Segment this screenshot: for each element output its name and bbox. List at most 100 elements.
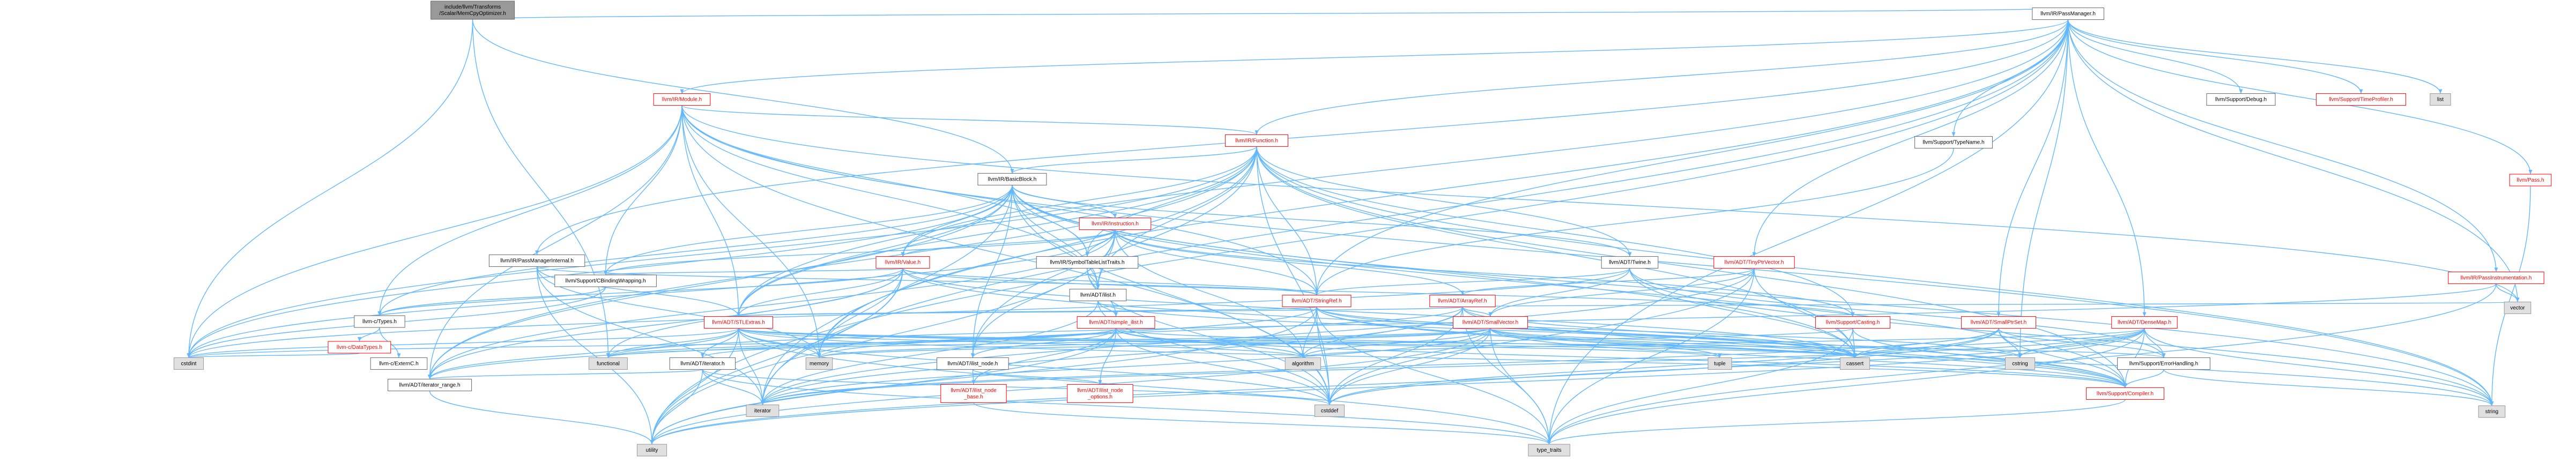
node-llvm-adt-twine-h[interactable]: llvm/ADT/Twine.h [1601, 256, 1659, 269]
edge-stringref-to-cstring [1316, 307, 2021, 358]
node-iterator: iterator [746, 404, 780, 417]
node-llvm-adt-iterator-h[interactable]: llvm/ADT/iterator.h [669, 357, 736, 370]
edge-function-to-cassert [1256, 146, 1855, 358]
node-llvm-ir-value-h[interactable]: llvm/IR/Value.h [875, 256, 930, 269]
node-llvm-adt-tinyptrvector-h[interactable]: llvm/ADT/TinyPtrVector.h [1713, 256, 1795, 269]
node-llvm-ir-passmanager-h[interactable]: llvm/IR/PassManager.h [2032, 8, 2104, 20]
edge-basicblock-to-cstddef [1012, 185, 1330, 405]
node-box [2086, 387, 2164, 400]
node-llvm-adt-ilist-h[interactable]: llvm/ADT/ilist.h [1069, 288, 1127, 301]
node-cstdint: cstdint [173, 357, 204, 370]
edge-instruction-to-ilistnode [972, 229, 1116, 358]
edge-function-to-cstdint [188, 146, 1257, 358]
node-label: iterator [754, 408, 771, 414]
node-box [1429, 295, 1496, 308]
node-box [805, 357, 833, 370]
node-llvm-adt-arrayref-h[interactable]: llvm/ADT/ArrayRef.h [1429, 295, 1496, 308]
node-box [2478, 405, 2506, 418]
node-llvm-ir-instruction-h[interactable]: llvm/IR/Instruction.h [1079, 218, 1152, 230]
node-box [1077, 316, 1155, 329]
node-llvm-adt-ilist-node-options-h[interactable]: llvm/ADT/ilist_node_options.h [1067, 384, 1133, 403]
node-llvm-support-casting-h[interactable]: llvm/Support/Casting.h [1815, 316, 1891, 329]
node-llvm-support-debug-h[interactable]: llvm/Support/Debug.h [2206, 93, 2276, 106]
node-label: string [2485, 409, 2498, 415]
edge-passmanager-to-passmanagerinternal [536, 19, 2069, 255]
node-llvm-support-compiler-h[interactable]: llvm/Support/Compiler.h [2086, 387, 2164, 400]
node-llvm-adt-stlextras-h[interactable]: llvm/ADT/STLExtras.h [704, 316, 774, 329]
node-memory: memory [805, 357, 833, 370]
node-llvm-adt-densemap-h[interactable]: llvm/ADT/DenseMap.h [2111, 316, 2178, 329]
edge-arrowhead [970, 353, 975, 358]
edge-smallvector-to-memory [819, 327, 1491, 359]
node-llvm-ir-function-h[interactable]: llvm/IR/Function.h [1225, 134, 1288, 147]
edge-densemap-to-typetraits [1548, 328, 2145, 445]
node-llvm-ir-passinstrumentation-h[interactable]: llvm/IR/PassInstrumentation.h [2448, 271, 2544, 284]
node-llvm-c-datatypes-h[interactable]: llvm-c/DataTypes.h [328, 341, 391, 354]
node-label: _base.h [963, 394, 983, 400]
edge-cbinding-to-ctypes [379, 286, 606, 316]
node-label: llvm/ADT/ilist_node [951, 387, 997, 393]
edge-module-to-iteratorrange [429, 105, 682, 379]
edge-module-to-ilist [681, 105, 1098, 289]
node-llvm-adt-ilist-node-base-h[interactable]: llvm/ADT/ilist_node_base.h [940, 384, 1007, 403]
edge-passmanager-to-pass [2067, 19, 2531, 175]
edge-arrowhead [971, 380, 976, 385]
edge-value-to-utility [651, 268, 903, 445]
node-box [940, 384, 1007, 403]
edge-passmanager-to-function [1256, 19, 2069, 135]
edge-arrowhead [2239, 89, 2243, 94]
node-label: llvm/IR/Instruction.h [1092, 221, 1139, 227]
node-llvm-pass-h[interactable]: llvm/Pass.h [2509, 174, 2552, 186]
edge-function-to-basicblock [1012, 146, 1257, 174]
node-functional: functional [588, 357, 628, 370]
node-llvm-support-typename-h[interactable]: llvm/Support/TypeName.h [1914, 136, 1993, 149]
edge-function-to-casting [1256, 146, 1853, 317]
edge-instruction-to-casting [1115, 229, 1853, 317]
node-box [1069, 288, 1127, 301]
node-llvm-adt-smallptrset-h[interactable]: llvm/ADT/SmallPtrSet.h [1961, 316, 2037, 329]
node-llvm-support-errorhandling-h[interactable]: llvm/Support/ErrorHandling.h [2117, 357, 2210, 370]
edge-simpleilist-to-cassert [1115, 327, 1855, 359]
edge-arrowhead [1113, 213, 1117, 218]
edge-smallvector-to-cstddef [1329, 328, 1491, 405]
node-box [388, 378, 472, 391]
node-box [2315, 93, 2407, 106]
edge-function-to-compiler [1256, 146, 2126, 388]
node-llvm-c-externc-h[interactable]: llvm-c/ExternC.h [370, 357, 428, 370]
node-label: llvm-c/ExternC.h [379, 361, 418, 367]
edge-basicblock-to-iteratorstd [762, 185, 1013, 405]
node-box [2032, 8, 2104, 20]
edge-arrowhead [2142, 312, 2147, 317]
node-box [977, 173, 1047, 185]
edge-module-to-memory [681, 105, 820, 358]
edge-iterator-to-cstddef [702, 369, 1330, 406]
edge-densemap-to-cassert [1854, 327, 2145, 359]
edge-function-to-string [1256, 146, 2492, 406]
node-label: cassert [1846, 361, 1864, 367]
edge-stlextras-to-memory [738, 328, 820, 358]
node-llvm-support-cbindingwrapping-h[interactable]: llvm/Support/CBindingWrapping.h [554, 274, 657, 287]
node-box [2111, 316, 2178, 329]
edge-basicblock-to-symboltable [1012, 185, 1088, 257]
node-llvm-ir-passmanagerinternal-h[interactable]: llvm/IR/PassManagerInternal.h [488, 254, 585, 267]
node-string: string [2478, 405, 2506, 418]
node-llvm-support-timeprofiler-h[interactable]: llvm/Support/TimeProfiler.h [2315, 93, 2407, 106]
edge-stlextras-to-iteratorstd [738, 328, 763, 405]
node-llvm-ir-basicblock-h[interactable]: llvm/IR/BasicBlock.h [977, 173, 1047, 185]
node-llvm-c-types-h[interactable]: llvm-c/Types.h [354, 315, 405, 328]
edge-simpleilist-to-algorithm [1115, 328, 1304, 358]
node-label: /Scalar/MemCpyOptimizer.h [439, 11, 506, 17]
node-llvm-adt-smallvector-h[interactable]: llvm/ADT/SmallVector.h [1452, 316, 1528, 329]
node-llvm-adt-iterator-range-h[interactable]: llvm/ADT/iterator_range.h [388, 378, 472, 391]
edge-arrowhead [737, 312, 741, 317]
node-llvm-adt-simple-ilist-h[interactable]: llvm/ADT/simple_ilist.h [1077, 316, 1155, 329]
edge-passmanager-to-list [2067, 19, 2441, 94]
node-llvm-ir-symboltablelisttraits-h[interactable]: llvm/IR/SymbolTableListTraits.h [1036, 256, 1139, 269]
node-box [1079, 218, 1152, 230]
node-llvm-adt-stringref-h[interactable]: llvm/ADT/StringRef.h [1282, 295, 1352, 308]
node-llvm-ir-module-h[interactable]: llvm/IR/Module.h [653, 93, 711, 106]
edge-basicblock-to-ctypes [379, 185, 1013, 316]
node-label: llvm/IR/Value.h [885, 260, 921, 266]
edge-casting-to-memory [819, 327, 1853, 359]
node-llvm-adt-ilist-node-h[interactable]: llvm/ADT/ilist_node.h [937, 357, 1009, 370]
